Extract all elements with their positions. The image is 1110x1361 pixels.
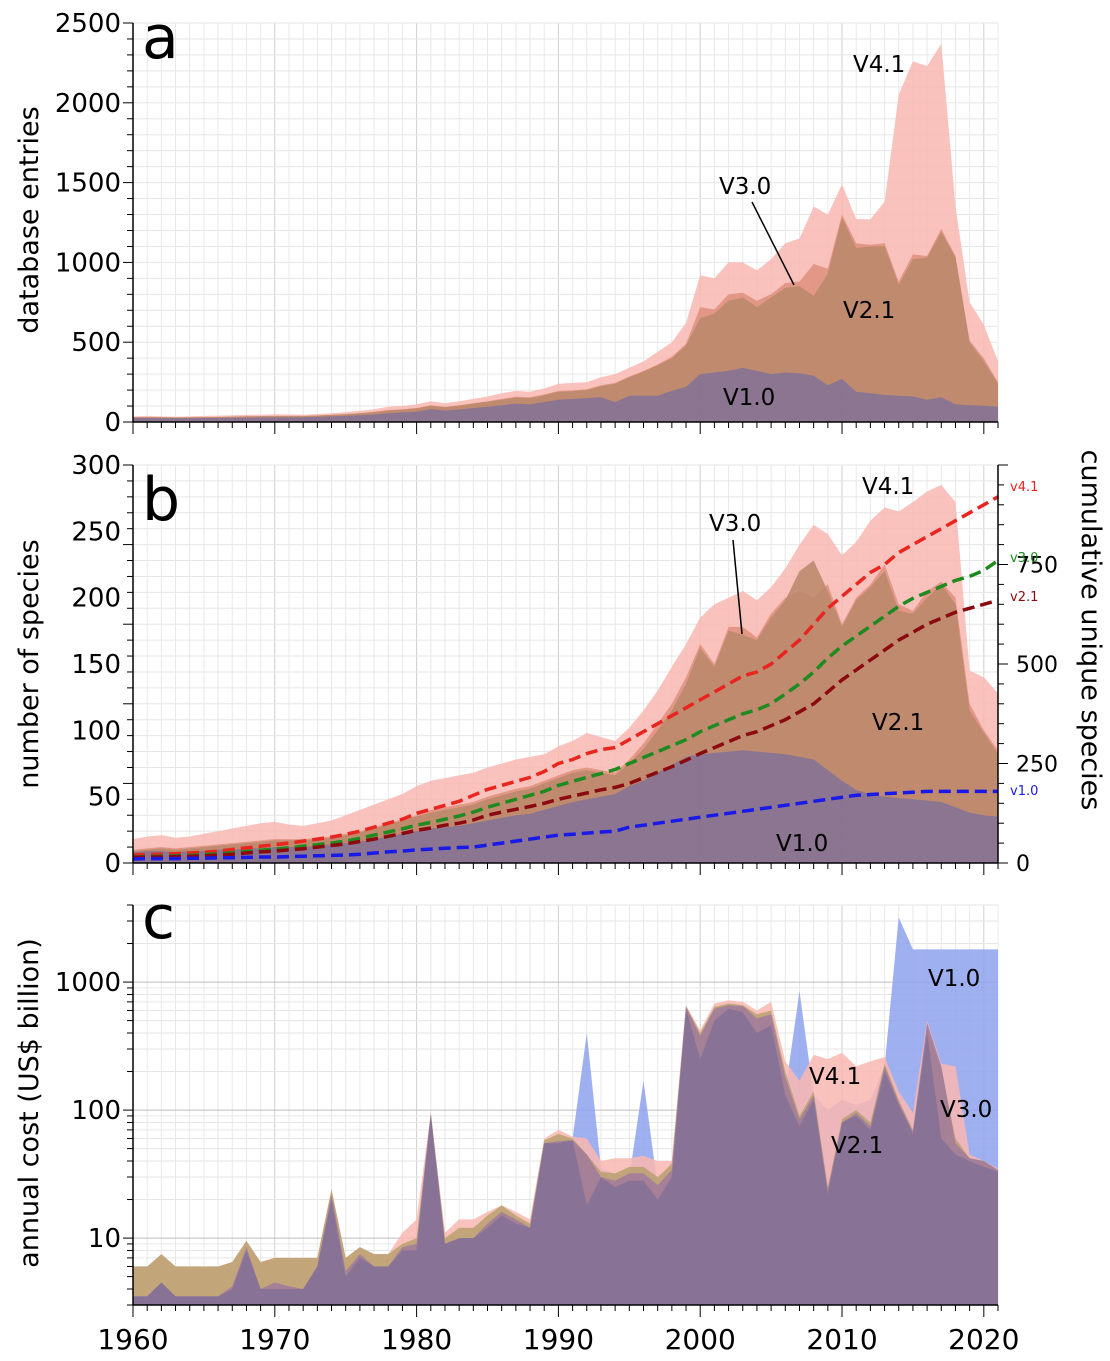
cumulative-line-v30 <box>132 559 1000 859</box>
panel-c-label-v30: V3.0 <box>940 1097 992 1123</box>
area-v10-dark <box>133 1008 998 1305</box>
panel-b-end-label-v10: v1.0 <box>1010 784 1038 799</box>
panel-b-letter: b <box>142 465 180 535</box>
panel-b-label-v41: V4.1 <box>862 474 914 500</box>
x-axis-tick-label: 1970 <box>239 1323 310 1356</box>
panel-b-v30-leader <box>732 539 743 635</box>
left-axis-tick-label: 100 <box>71 716 121 746</box>
left-axis-tick-label: 250 <box>71 517 121 547</box>
left-axis-tick-label: 300 <box>71 451 121 481</box>
panel-a-axes: 0 500 1000 1500 2000 2500 <box>55 9 999 438</box>
panel-c-y-title: annual cost (US$ billion) <box>14 938 45 1268</box>
area-v10 <box>133 750 998 863</box>
panel-a-label-v21: V2.1 <box>843 298 895 324</box>
panel-b-cumulative-lines <box>132 495 1000 861</box>
x-axis-tick-label: 1990 <box>523 1323 594 1356</box>
panel-a-label-v10: V1.0 <box>723 385 775 411</box>
x-axis-tick-label: 1980 <box>381 1323 452 1356</box>
panel-b-label-v10: V1.0 <box>776 831 828 857</box>
panel-b: 0 250 500 750 0 50 100 150 200 250 300 b number of… <box>14 450 1106 879</box>
left-axis-tick-label: 0 <box>104 849 121 879</box>
panel-b-axes: 0 250 500 750 0 50 100 150 200 250 300 <box>71 451 1058 879</box>
left-axis-tick-label: 100 <box>71 1096 121 1126</box>
left-axis-tick-label: 1000 <box>55 968 121 998</box>
panel-c-label-v41: V4.1 <box>809 1064 861 1090</box>
panel-a-y-title: database entries <box>14 106 45 333</box>
area-v21 <box>133 217 998 422</box>
left-axis-tick-label: 200 <box>71 584 121 614</box>
right-axis-tick-label: 750 <box>1016 554 1058 579</box>
x-axis-tick-label: 2010 <box>806 1323 877 1356</box>
panel-b-label-v21: V2.1 <box>872 710 924 736</box>
panel-c-areas <box>133 917 998 1305</box>
x-axis-tick-label: 1960 <box>97 1323 168 1356</box>
left-axis-tick-label: 10 <box>88 1224 121 1254</box>
left-axis-tick-label: 1500 <box>55 169 121 199</box>
panel-b-areas <box>133 484 998 863</box>
cumulative-line-v21 <box>132 598 999 860</box>
left-axis-tick-label: 50 <box>88 783 121 813</box>
panel-c-letter: c <box>142 883 175 953</box>
cumulative-line-v41 <box>132 495 999 857</box>
left-axis-tick-label: 0 <box>104 408 121 438</box>
panel-b-end-label-v30: v3.0 <box>1010 551 1038 566</box>
panel-a-label-v30: V3.0 <box>719 174 771 200</box>
panel-b-y2-title: cumulative unique species <box>1075 450 1106 811</box>
panel-b-y-title: number of species <box>14 539 45 788</box>
panel-a-areas <box>133 43 998 422</box>
panel-c-axes: 10 100 1000 1960 1970 1980 1990 2000 2010 2020 <box>55 904 1019 1356</box>
left-axis-tick-label: 2500 <box>55 9 121 39</box>
right-axis-tick-label: 250 <box>1016 753 1058 778</box>
cumulative-line-v10 <box>132 789 998 861</box>
panel-c-label-v21: V2.1 <box>831 1133 883 1159</box>
x-axis-tick-label: 2020 <box>948 1323 1019 1356</box>
panel-a-letter: a <box>142 3 179 73</box>
right-axis-tick-label: 500 <box>1016 653 1058 678</box>
right-axis-tick-label: 0 <box>1016 852 1030 877</box>
x-axis-tick-label: 2000 <box>665 1323 736 1356</box>
panel-a-v30-leader <box>751 201 795 286</box>
panel-c-label-v10: V1.0 <box>928 966 980 992</box>
area-v10 <box>133 367 998 422</box>
left-axis-tick-label: 150 <box>71 650 121 680</box>
panel-a-label-v41: V4.1 <box>853 52 905 78</box>
left-axis-tick-label: 1000 <box>55 248 121 278</box>
panel-b-label-v30: V3.0 <box>709 511 761 537</box>
left-axis-tick-label: 2000 <box>55 89 121 119</box>
panel-b-end-label-v41: v4.1 <box>1010 480 1038 495</box>
left-axis-tick-label: 500 <box>71 328 121 358</box>
panel-b-end-label-v21: v2.1 <box>1010 590 1038 605</box>
